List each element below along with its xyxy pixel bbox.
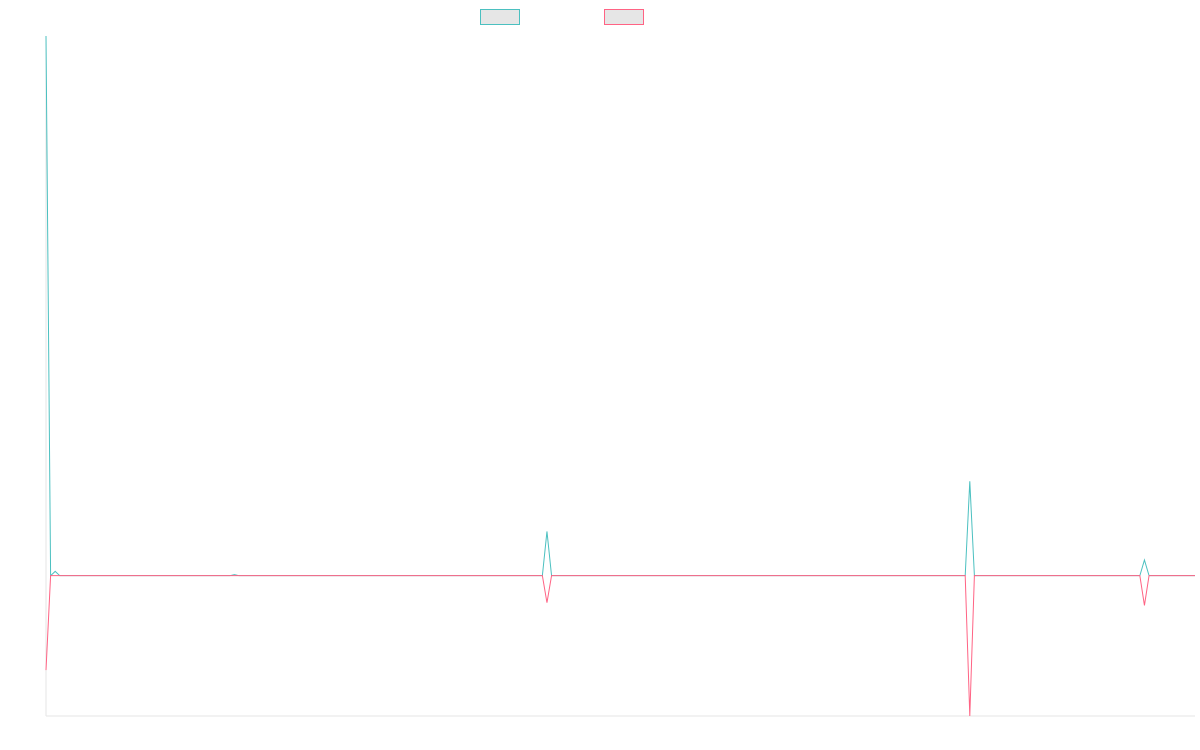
series-line-1	[45, 35, 1195, 577]
legend-swatch-series-1[interactable]	[480, 9, 520, 25]
series-line-2	[45, 575, 1195, 717]
legend-swatch-series-2[interactable]	[604, 9, 644, 25]
series-layer	[45, 35, 1195, 717]
